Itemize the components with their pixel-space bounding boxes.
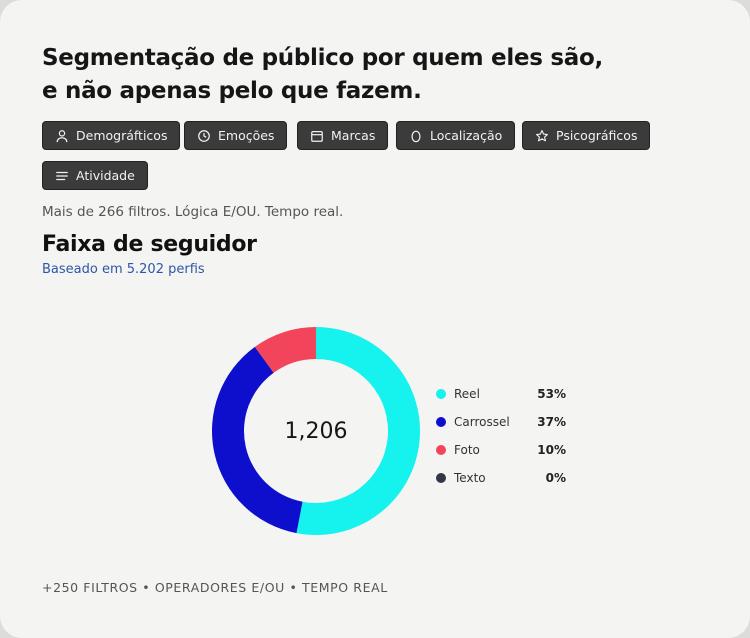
headline-line-2: e não apenas pelo que fazem.	[42, 78, 422, 104]
donut-chart: 1,206	[210, 325, 422, 537]
filter-label: Marcas	[331, 128, 376, 143]
menu-lines-icon	[56, 171, 68, 180]
legend-label: Foto	[454, 443, 480, 457]
filter-localizacao-button[interactable]: Localização	[396, 121, 516, 150]
headline: Segmentação de público por quem eles são…	[42, 42, 682, 108]
donut-slice-reel	[296, 327, 420, 535]
legend-percentage: 53%	[537, 387, 566, 401]
legend-label: Texto	[454, 471, 486, 485]
footer-text: +250 FILTROS • OPERADORES E/OU • TEMPO R…	[42, 580, 388, 595]
filter-label: Localização	[430, 128, 503, 143]
legend-item-foto: Foto 10%	[436, 441, 566, 459]
location-pin-icon	[411, 130, 421, 142]
legend-item-texto: Texto 0%	[436, 469, 566, 487]
legend-color-dot	[436, 473, 446, 483]
filter-atividade-button[interactable]: Atividade	[42, 161, 148, 190]
person-icon	[56, 129, 68, 142]
filters-meta-text: Mais de 266 filtros. Lógica E/OU. Tempo …	[42, 204, 344, 220]
filter-emocoes-button[interactable]: Emoções	[184, 121, 288, 150]
filter-label: Atividade	[76, 168, 135, 183]
filter-label: Emoções	[218, 128, 275, 143]
legend-label: Carrossel	[454, 415, 510, 429]
calendar-icon	[311, 130, 323, 142]
legend-color-dot	[436, 417, 446, 427]
headline-line-1: Segmentação de público por quem eles são…	[42, 45, 603, 71]
filter-label: Demográfticos	[76, 128, 168, 143]
filter-demograficos-button[interactable]: Demográfticos	[42, 121, 181, 150]
filter-marcas-button[interactable]: Marcas	[297, 121, 389, 150]
star-icon	[536, 129, 548, 141]
legend-item-carrossel: Carrossel 37%	[436, 413, 566, 431]
donut-slice-foto	[254, 327, 316, 373]
donut-slice-carrossel	[212, 346, 303, 534]
legend-percentage: 10%	[537, 443, 566, 457]
legend-label: Reel	[454, 387, 480, 401]
legend-percentage: 0%	[545, 471, 566, 485]
filter-label: Psicográficos	[556, 128, 638, 143]
filter-psicograficos-button[interactable]: Psicográficos	[522, 121, 651, 150]
legend-percentage: 37%	[537, 415, 566, 429]
donut-svg	[212, 327, 420, 535]
legend-item-reel: Reel 53%	[436, 385, 566, 403]
section-subtitle: Baseado em 5.202 perfis	[42, 262, 205, 277]
legend-color-dot	[436, 389, 446, 399]
clock-icon	[198, 129, 210, 142]
legend-color-dot	[436, 445, 446, 455]
section-title: Faixa de seguidor	[42, 232, 257, 257]
donut-center-value: 1,206	[284, 418, 348, 444]
